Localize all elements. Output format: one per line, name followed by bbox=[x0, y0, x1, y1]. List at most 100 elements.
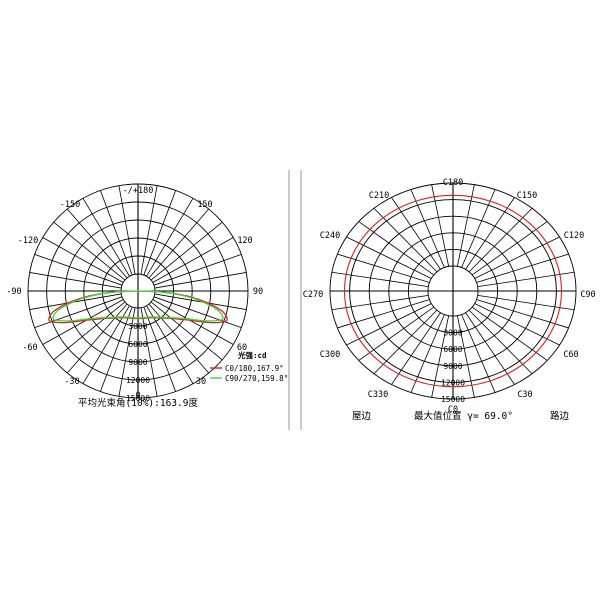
c-label-c240: C240 bbox=[320, 231, 340, 241]
c-radial-label-9000: 9000 bbox=[443, 362, 462, 371]
angle-label-60: -60 bbox=[22, 343, 37, 353]
left-grid-spoke-100 bbox=[118, 307, 136, 397]
angle-label-30: -30 bbox=[64, 377, 79, 387]
angle-label-120: 120 bbox=[237, 236, 252, 246]
c-label-c330: C330 bbox=[368, 390, 388, 400]
c-label-c30: C30 bbox=[517, 390, 532, 400]
left-grid-spoke-210 bbox=[42, 237, 124, 283]
polar-grid bbox=[27, 183, 249, 399]
c-label-c300: C300 bbox=[320, 350, 340, 360]
right-grid-spoke-290 bbox=[461, 189, 496, 268]
right-grid-spoke-50 bbox=[468, 309, 533, 375]
right-grid-spoke-210 bbox=[346, 236, 432, 279]
right-grid-spoke-140 bbox=[358, 306, 435, 361]
left-grid-spoke-260 bbox=[118, 185, 136, 275]
angle-label-150: -150 bbox=[60, 200, 80, 210]
left-grid-spoke-20 bbox=[153, 296, 242, 328]
right-grid-spoke-280 bbox=[456, 184, 475, 267]
left-grid-spoke-110 bbox=[100, 306, 133, 392]
right-grid-spoke-250 bbox=[410, 189, 445, 268]
left-grid-spoke-300 bbox=[146, 198, 194, 277]
right-grid-spoke-120 bbox=[391, 312, 441, 385]
angle-labels: -/+180 -150 150 -120 120 -90 90 -60 60 -30 30 0 bbox=[6, 186, 263, 401]
c-radial-label-15000: 15000 bbox=[441, 395, 465, 404]
right-grid-spoke-340 bbox=[476, 253, 569, 283]
radial-label-15000: 15000 bbox=[126, 394, 150, 403]
c-label-c60: C60 bbox=[563, 350, 578, 360]
left-grid-spoke-320 bbox=[150, 221, 223, 281]
left-grid-spoke-120 bbox=[82, 305, 130, 384]
intensity-curves bbox=[48, 290, 228, 324]
legend-unit-label: 光强:cd bbox=[237, 350, 267, 360]
right-grid-spoke-310 bbox=[468, 207, 533, 273]
left-grid-spoke-150 bbox=[42, 299, 124, 345]
c-label-c0: C0 bbox=[448, 405, 458, 415]
right-grid-spoke-350 bbox=[477, 271, 575, 288]
c-label-c90: C90 bbox=[580, 290, 595, 300]
left-grid-spoke-50 bbox=[148, 303, 210, 374]
radial-label-12000: 12000 bbox=[126, 376, 150, 385]
angle-label-150: 150 bbox=[197, 200, 212, 210]
left-grid-spoke-310 bbox=[148, 208, 210, 279]
footer-left-label: 屋边 bbox=[352, 411, 372, 422]
right-grid-spoke-150 bbox=[346, 303, 432, 346]
angle-label-180: -/+180 bbox=[123, 186, 154, 196]
left-grid-spoke-290 bbox=[143, 190, 176, 276]
right-grid-spoke-130 bbox=[373, 309, 438, 375]
right-grid-spoke-160 bbox=[337, 299, 430, 329]
left-grid-spoke-230 bbox=[66, 208, 128, 279]
right-grid-spoke-30 bbox=[474, 303, 560, 346]
c-plane-grid bbox=[329, 182, 577, 400]
left-grid-spoke-70 bbox=[143, 306, 176, 392]
right-grid-spoke-240 bbox=[391, 197, 441, 270]
curve-c90-270 bbox=[52, 290, 224, 322]
right-grid-spoke-40 bbox=[471, 306, 548, 361]
c-label-c180: C180 bbox=[443, 178, 463, 188]
left-grid-spoke-220 bbox=[53, 221, 126, 281]
right-grid-spoke-110 bbox=[410, 314, 445, 393]
beam-angle-caption: 平均光束角(10%):163.9度 bbox=[78, 397, 198, 409]
right-grid-spoke-10 bbox=[477, 294, 575, 311]
right-grid-spoke-20 bbox=[476, 299, 569, 329]
left-grid-spoke-350 bbox=[154, 272, 247, 289]
right-grid-spoke-80 bbox=[456, 315, 475, 398]
c-radial-label-12000: 12000 bbox=[441, 378, 465, 387]
radial-label-6000: 6000 bbox=[128, 340, 147, 349]
angle-label-0: 0 bbox=[135, 391, 140, 401]
c-plane-chart: C180 C150 C210 C120 C240 C270 C90 C300 C60 C330 C3… bbox=[303, 178, 596, 422]
footer-right-label: 路边 bbox=[550, 410, 570, 422]
c-radial-label-6000: 6000 bbox=[443, 345, 462, 354]
right-grid-spoke-60 bbox=[465, 312, 515, 385]
legend-label-c0: C0/180,167.9° bbox=[225, 364, 284, 373]
polar-intensity-chart: -/+180 -150 150 -120 120 -90 90 -60 60 -30 30 0 300… bbox=[6, 183, 288, 409]
radial-label-9000: 9000 bbox=[128, 358, 147, 367]
right-grid-spoke-300 bbox=[465, 197, 515, 270]
legend-label-c90: C90/270,159.8° bbox=[225, 374, 288, 383]
footer-max-position: 最大值位置 γ= 69.0° bbox=[414, 410, 513, 422]
right-grid-spoke-220 bbox=[358, 221, 435, 276]
left-grid-spoke-200 bbox=[34, 254, 123, 286]
right-grid-spoke-230 bbox=[373, 207, 438, 273]
left-grid-spoke-340 bbox=[153, 254, 242, 286]
max-gamma-curve bbox=[343, 194, 563, 388]
left-grid-spoke-40 bbox=[150, 301, 223, 361]
c-label-c210: C210 bbox=[369, 191, 389, 201]
radial-labels: 3000 6000 9000 12000 15000 bbox=[126, 322, 150, 403]
angle-label-90: 90 bbox=[253, 287, 263, 297]
right-grid-spoke-170 bbox=[331, 294, 429, 311]
angle-label-120: -120 bbox=[18, 236, 38, 246]
right-grid-spoke-320 bbox=[471, 221, 548, 276]
right-grid-spoke-200 bbox=[337, 253, 430, 283]
legend: 光强:cd C0/180,167.9° C90/270,159.8° bbox=[210, 350, 288, 383]
angle-label-30: 30 bbox=[196, 377, 206, 387]
left-grid-spoke-10 bbox=[154, 293, 247, 310]
left-grid-spoke-240 bbox=[82, 198, 130, 277]
c-label-c120: C120 bbox=[564, 231, 584, 241]
right-grid-spoke-330 bbox=[474, 236, 560, 279]
c-label-c270: C270 bbox=[303, 290, 323, 300]
left-grid-spoke-140 bbox=[53, 301, 126, 361]
left-grid-spoke-30 bbox=[152, 299, 234, 345]
c-label-c150: C150 bbox=[517, 191, 537, 201]
max-gamma-ellipse bbox=[343, 194, 563, 388]
